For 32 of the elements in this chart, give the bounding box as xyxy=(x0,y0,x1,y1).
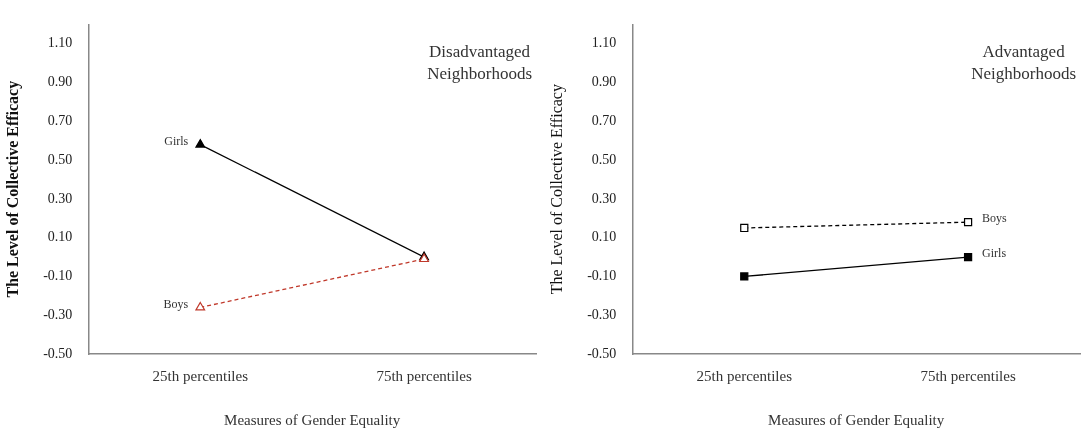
x-axis-title: Measures of Gender Equality xyxy=(224,411,401,428)
series-label: Girls xyxy=(164,133,189,148)
y-tick-label: -0.30 xyxy=(587,306,617,322)
y-tick-label: 0.70 xyxy=(47,113,73,129)
y-axis-title: The Level of Collective Efficacy xyxy=(547,84,566,295)
y-axis-title: The Level of Collective Efficacy xyxy=(3,80,22,298)
y-tick-label: 0.10 xyxy=(591,229,617,245)
y-tick-label: 1.10 xyxy=(591,35,617,51)
y-tick-label: 0.30 xyxy=(47,190,73,206)
y-tick-label: 0.50 xyxy=(591,151,617,167)
series-label: Boys xyxy=(982,211,1008,226)
annotation: Advantaged Neighborhoods xyxy=(971,42,1076,84)
y-tick-label: -0.10 xyxy=(587,268,617,284)
y-tick-label: -0.50 xyxy=(43,345,73,361)
y-tick-label: 0.70 xyxy=(591,113,617,129)
y-tick-label: -0.30 xyxy=(43,306,73,322)
series-label: Girls xyxy=(982,246,1007,261)
y-tick-label: -0.50 xyxy=(587,345,617,361)
y-tick-label: 0.90 xyxy=(591,74,617,90)
x-tick-label: 75th percentiles xyxy=(376,367,472,384)
y-tick-label: 0.90 xyxy=(47,74,73,90)
y-tick-label: 0.10 xyxy=(47,229,73,245)
y-tick-label: 0.30 xyxy=(591,190,617,206)
x-tick-label: 25th percentiles xyxy=(696,367,793,384)
x-tick-label: 25th percentiles xyxy=(152,367,249,384)
y-tick-label: -0.10 xyxy=(43,268,73,284)
y-tick-label: 1.10 xyxy=(47,35,73,51)
annotation: Disadvantaged Neighborhoods xyxy=(427,42,532,84)
x-tick-label: 75th percentiles xyxy=(920,367,1016,384)
y-tick-label: 0.50 xyxy=(47,151,73,167)
series-label: Boys xyxy=(163,296,189,311)
x-axis-title: Measures of Gender Equality xyxy=(768,411,945,428)
